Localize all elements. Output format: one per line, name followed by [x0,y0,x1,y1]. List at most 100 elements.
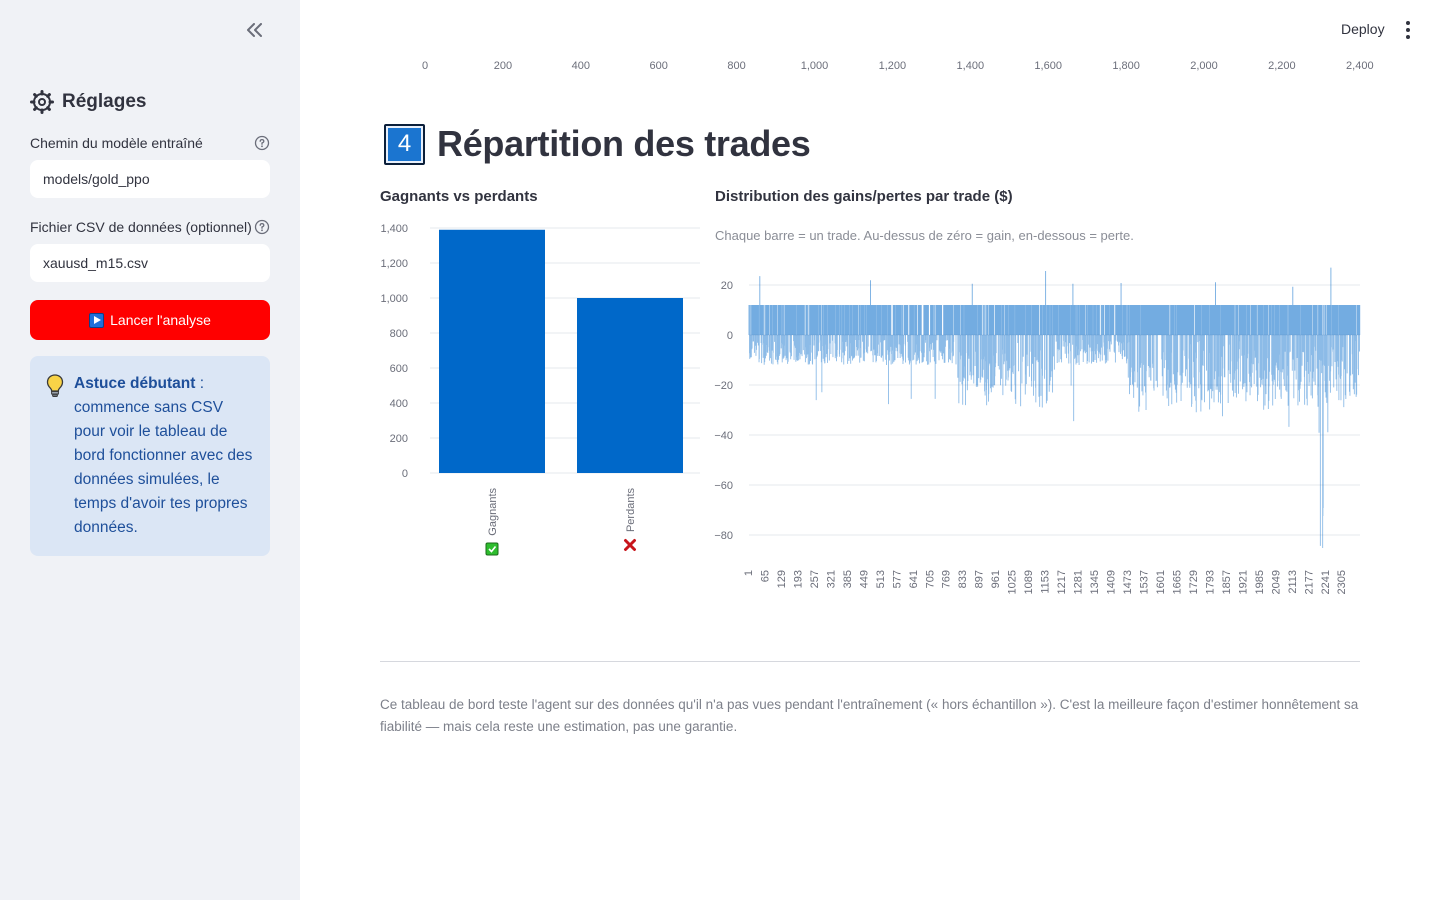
x-tick-label: 1473 [1122,570,1134,594]
kebab-dot [1406,28,1410,32]
y-tick-label: 400 [390,398,408,410]
y-tick-label: −80 [714,530,733,542]
help-icon[interactable] [254,219,270,235]
y-tick-label: −40 [714,430,733,442]
x-tick-label: 577 [891,570,903,588]
top-axis-tick: 2,000 [1190,60,1218,72]
x-tick-label: 1217 [1056,570,1068,594]
x-tick-label: 385 [842,570,854,588]
x-tick-label: 1089 [1023,570,1035,594]
run-analysis-button[interactable]: Lancer l'analyse [30,300,270,340]
x-tick-label: 1345 [1089,570,1101,594]
section-heading: 4 Répartition des trades [384,123,811,165]
sidebar: Réglages Chemin du modèle entraîné model… [0,0,300,900]
main-menu-button[interactable] [1400,20,1416,40]
x-tick-label: 1665 [1171,570,1183,594]
top-axis-tick: 200 [493,60,513,72]
beginner-tip: Astuce débutant : commence sans CSV pour… [30,356,270,556]
y-tick-label: −20 [714,380,733,392]
x-tick-label: 1729 [1188,570,1200,594]
run-analysis-label: Lancer l'analyse [110,312,211,328]
x-tick-label: 1281 [1073,570,1085,594]
x-tick-label: Perdants [625,488,637,533]
divider [380,661,1360,662]
top-axis-tick: 800 [727,60,746,72]
previous-chart-x-axis: 0 200 400 600 800 1,000 1,200 1,400 1,600 1,800 2,… [380,60,1380,76]
x-tick-label: 2113 [1287,570,1299,594]
trade-loss-bars [749,335,1360,548]
model-path-label: Chemin du modèle entraîné [30,135,203,151]
light-bulb-icon [46,374,64,397]
x-tick-label: 449 [858,570,870,588]
x-tick-label: 769 [941,570,953,588]
tip-body: : commence sans CSV pour voir le tableau… [74,375,253,536]
deploy-button[interactable]: Deploy [1341,21,1385,37]
top-axis-tick: 1,600 [1034,60,1062,72]
y-tick-label: 20 [721,280,733,292]
play-button-icon [89,312,105,328]
csv-file-input[interactable]: xauusd_m15.csv [30,244,270,282]
y-tick-label: 1,000 [380,293,408,305]
sidebar-title-text: Réglages [62,91,147,112]
gear-icon [30,90,54,114]
x-tick-label: 1601 [1155,570,1167,594]
x-tick-label: 961 [990,570,1002,588]
x-tick-label: 1793 [1204,570,1216,594]
y-tick-label: 0 [727,330,733,342]
top-axis-tick: 2,400 [1346,60,1374,72]
x-tick-label: 1857 [1221,570,1233,594]
check-box [485,542,499,556]
y-tick-label: 1,400 [380,223,408,235]
top-axis-tick: 0 [421,60,429,72]
top-axis-tick: 400 [571,60,590,72]
check-mark-button-icon [485,542,499,556]
tip-text: Astuce débutant : commence sans CSV pour… [74,372,254,540]
x-tick-label: 1409 [1106,570,1118,594]
model-path-label-row: Chemin du modèle entraîné [30,135,270,151]
distribution-chart-title: Distribution des gains/pertes par trade … [715,188,1013,205]
x-tick-label: 65 [760,570,772,582]
section-title: Répartition des trades [437,123,811,164]
collapse-sidebar-button[interactable] [243,18,267,42]
top-axis-tick: 1,800 [1112,60,1140,72]
cross-path [624,539,636,551]
x-tick-label: 2049 [1270,570,1282,594]
winners-chart-title: Gagnants vs perdants [380,188,538,205]
x-tick-label: 1921 [1237,570,1249,594]
double-chevron-left-icon [247,23,262,37]
csv-file-label: Fichier CSV de données (optionnel) [30,219,252,235]
trade-gain-bars [748,267,1361,335]
x-tick-label: 1537 [1139,570,1151,594]
x-tick-label: 193 [792,570,804,588]
x-tick-label: 2305 [1336,570,1348,594]
x-tick-label: 129 [776,570,788,588]
kebab-dot [1406,21,1410,25]
model-path-input[interactable]: models/gold_ppo [30,160,270,198]
x-tick-label: 257 [809,570,821,588]
top-axis-tick: 1,200 [878,60,907,72]
tip-title: Astuce débutant [74,375,196,392]
y-tick-label: 0 [402,468,408,480]
kebab-dot [1406,35,1410,39]
bar-gagnants [439,229,545,473]
top-axis-tick: 600 [649,60,668,72]
y-tick-label: 200 [390,433,408,445]
x-tick-label: 321 [825,570,837,588]
keycap-4-icon: 4 [384,123,425,165]
x-tick-label: 833 [957,570,969,588]
x-tick-label: 2241 [1320,570,1332,594]
bar-perdants [577,298,683,473]
winners-losers-chart: 0 200 400 600 800 1,000 1,200 1,400 Gagnants Perd… [380,223,700,556]
y-tick-label: 1,200 [380,258,408,270]
x-tick-label: 897 [974,570,986,588]
x-tick-label: 705 [924,570,936,588]
x-tick-label: 1985 [1254,570,1266,594]
x-tick-label: 513 [875,570,887,588]
trade-distribution-chart: 20 0 −20 −40 −60 −80 1 65 129 193 257 321 385 449 513 5… [714,267,1361,594]
y-tick-label: 800 [390,328,408,340]
x-tick-label: 1153 [1040,570,1052,594]
help-icon[interactable] [254,135,270,151]
check-path [488,546,497,553]
x-tick-label: 2177 [1303,570,1315,594]
csv-file-label-row: Fichier CSV de données (optionnel) [30,219,270,235]
